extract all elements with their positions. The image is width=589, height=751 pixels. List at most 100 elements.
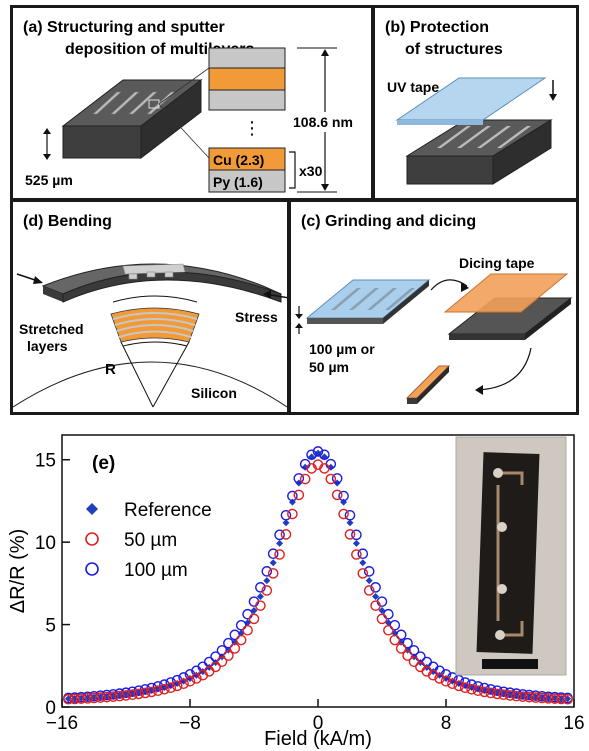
data-point xyxy=(256,593,264,601)
data-point xyxy=(376,613,388,625)
data-point xyxy=(69,693,81,705)
data-point xyxy=(344,509,356,521)
stack-py-mid xyxy=(208,89,286,111)
data-point xyxy=(255,582,266,593)
data-point xyxy=(235,619,247,631)
data-point xyxy=(543,693,554,704)
data-point xyxy=(319,463,330,474)
data-point xyxy=(504,690,516,701)
data-point xyxy=(261,585,273,596)
y-tick-label: 15 xyxy=(35,451,56,472)
photo-chip xyxy=(476,452,540,654)
data-point xyxy=(120,690,132,701)
data-point xyxy=(114,690,125,702)
data-point xyxy=(504,687,516,699)
legend-label: Reference xyxy=(124,500,212,521)
stack-ellipsis: ⋮ xyxy=(243,118,261,138)
data-point xyxy=(216,656,228,667)
data-point xyxy=(447,678,458,690)
data-point xyxy=(267,568,279,579)
data-point xyxy=(165,682,177,694)
data-point xyxy=(395,629,407,641)
data-point xyxy=(280,529,292,540)
data-point xyxy=(263,577,271,585)
data-point xyxy=(261,566,273,577)
data-point xyxy=(523,691,535,703)
data-point xyxy=(216,645,228,656)
data-point xyxy=(107,691,119,702)
repeat-bracket xyxy=(289,151,296,189)
data-point xyxy=(242,624,253,636)
sample-photo-inset xyxy=(455,436,567,676)
legend-label: 50 µm xyxy=(124,530,177,551)
data-point xyxy=(133,688,145,700)
data-point xyxy=(101,691,113,703)
data-point xyxy=(346,519,354,527)
data-point xyxy=(269,559,277,567)
data-point xyxy=(95,692,106,703)
data-point xyxy=(319,449,330,461)
data-point xyxy=(383,624,394,636)
data-point xyxy=(415,651,426,662)
data-point xyxy=(235,634,247,646)
silicon-label: Silicon xyxy=(191,385,237,401)
grind-thickness-1: 100 µm or xyxy=(309,341,375,357)
data-point xyxy=(357,548,369,560)
data-point xyxy=(229,643,241,654)
repeat-label: x30 xyxy=(299,163,323,179)
data-point xyxy=(299,473,311,485)
data-point xyxy=(408,656,420,667)
data-point xyxy=(359,559,367,567)
data-point xyxy=(331,489,343,501)
data-point xyxy=(171,674,183,686)
data-point xyxy=(427,669,439,681)
uv-tape-label: UV tape xyxy=(387,79,439,95)
stack-cu-top xyxy=(208,67,286,91)
data-point xyxy=(562,693,573,705)
panel-a-figure: (a) Structuring and sputter deposition o… xyxy=(23,19,367,193)
data-point xyxy=(223,637,234,649)
radius-line-left xyxy=(120,341,154,408)
data-point xyxy=(472,685,484,696)
data-point xyxy=(120,687,132,699)
data-point xyxy=(159,679,170,690)
data-point xyxy=(408,645,420,656)
legend-marker xyxy=(86,503,98,515)
data-point xyxy=(453,674,465,686)
wafer-front xyxy=(62,125,142,159)
data-point xyxy=(331,473,343,484)
data-point xyxy=(229,629,241,641)
data-point xyxy=(402,650,413,661)
data-point xyxy=(287,508,298,520)
panel-a: (a) Structuring and sputter deposition o… xyxy=(10,5,374,201)
data-point xyxy=(159,683,170,695)
data-point xyxy=(453,680,465,692)
data-point xyxy=(171,680,183,692)
zoom-line xyxy=(158,67,210,105)
data-point xyxy=(370,600,381,611)
x-tick-label: −8 xyxy=(179,713,201,734)
wafer-side xyxy=(140,78,202,160)
data-point xyxy=(402,637,413,649)
flow-arrow-2 xyxy=(476,347,532,391)
data-point xyxy=(338,508,349,520)
data-point xyxy=(127,689,138,701)
grind-thickness-2: 50 µm xyxy=(309,359,349,375)
data-point xyxy=(466,679,477,690)
data-point xyxy=(255,600,266,611)
x-tick-label: 8 xyxy=(441,713,452,734)
stretch-arrow xyxy=(112,295,198,303)
x-tick-label: 16 xyxy=(563,713,584,734)
data-point xyxy=(440,676,452,687)
data-point xyxy=(280,509,292,521)
data-point xyxy=(389,634,401,646)
stretched-label-2: layers xyxy=(27,338,68,354)
silicon-arc xyxy=(12,361,288,408)
data-point xyxy=(530,692,541,703)
panel-e-chart: −16 −8 0 8 16 0 5 10 15 (e) Field (kA/m) ΔR/R (%… xyxy=(7,434,585,750)
stack-py-top xyxy=(208,47,286,69)
data-point xyxy=(395,643,407,654)
series-layer xyxy=(63,446,573,705)
data-point xyxy=(308,453,316,461)
total-stack-label: 108.6 nm xyxy=(293,114,353,130)
